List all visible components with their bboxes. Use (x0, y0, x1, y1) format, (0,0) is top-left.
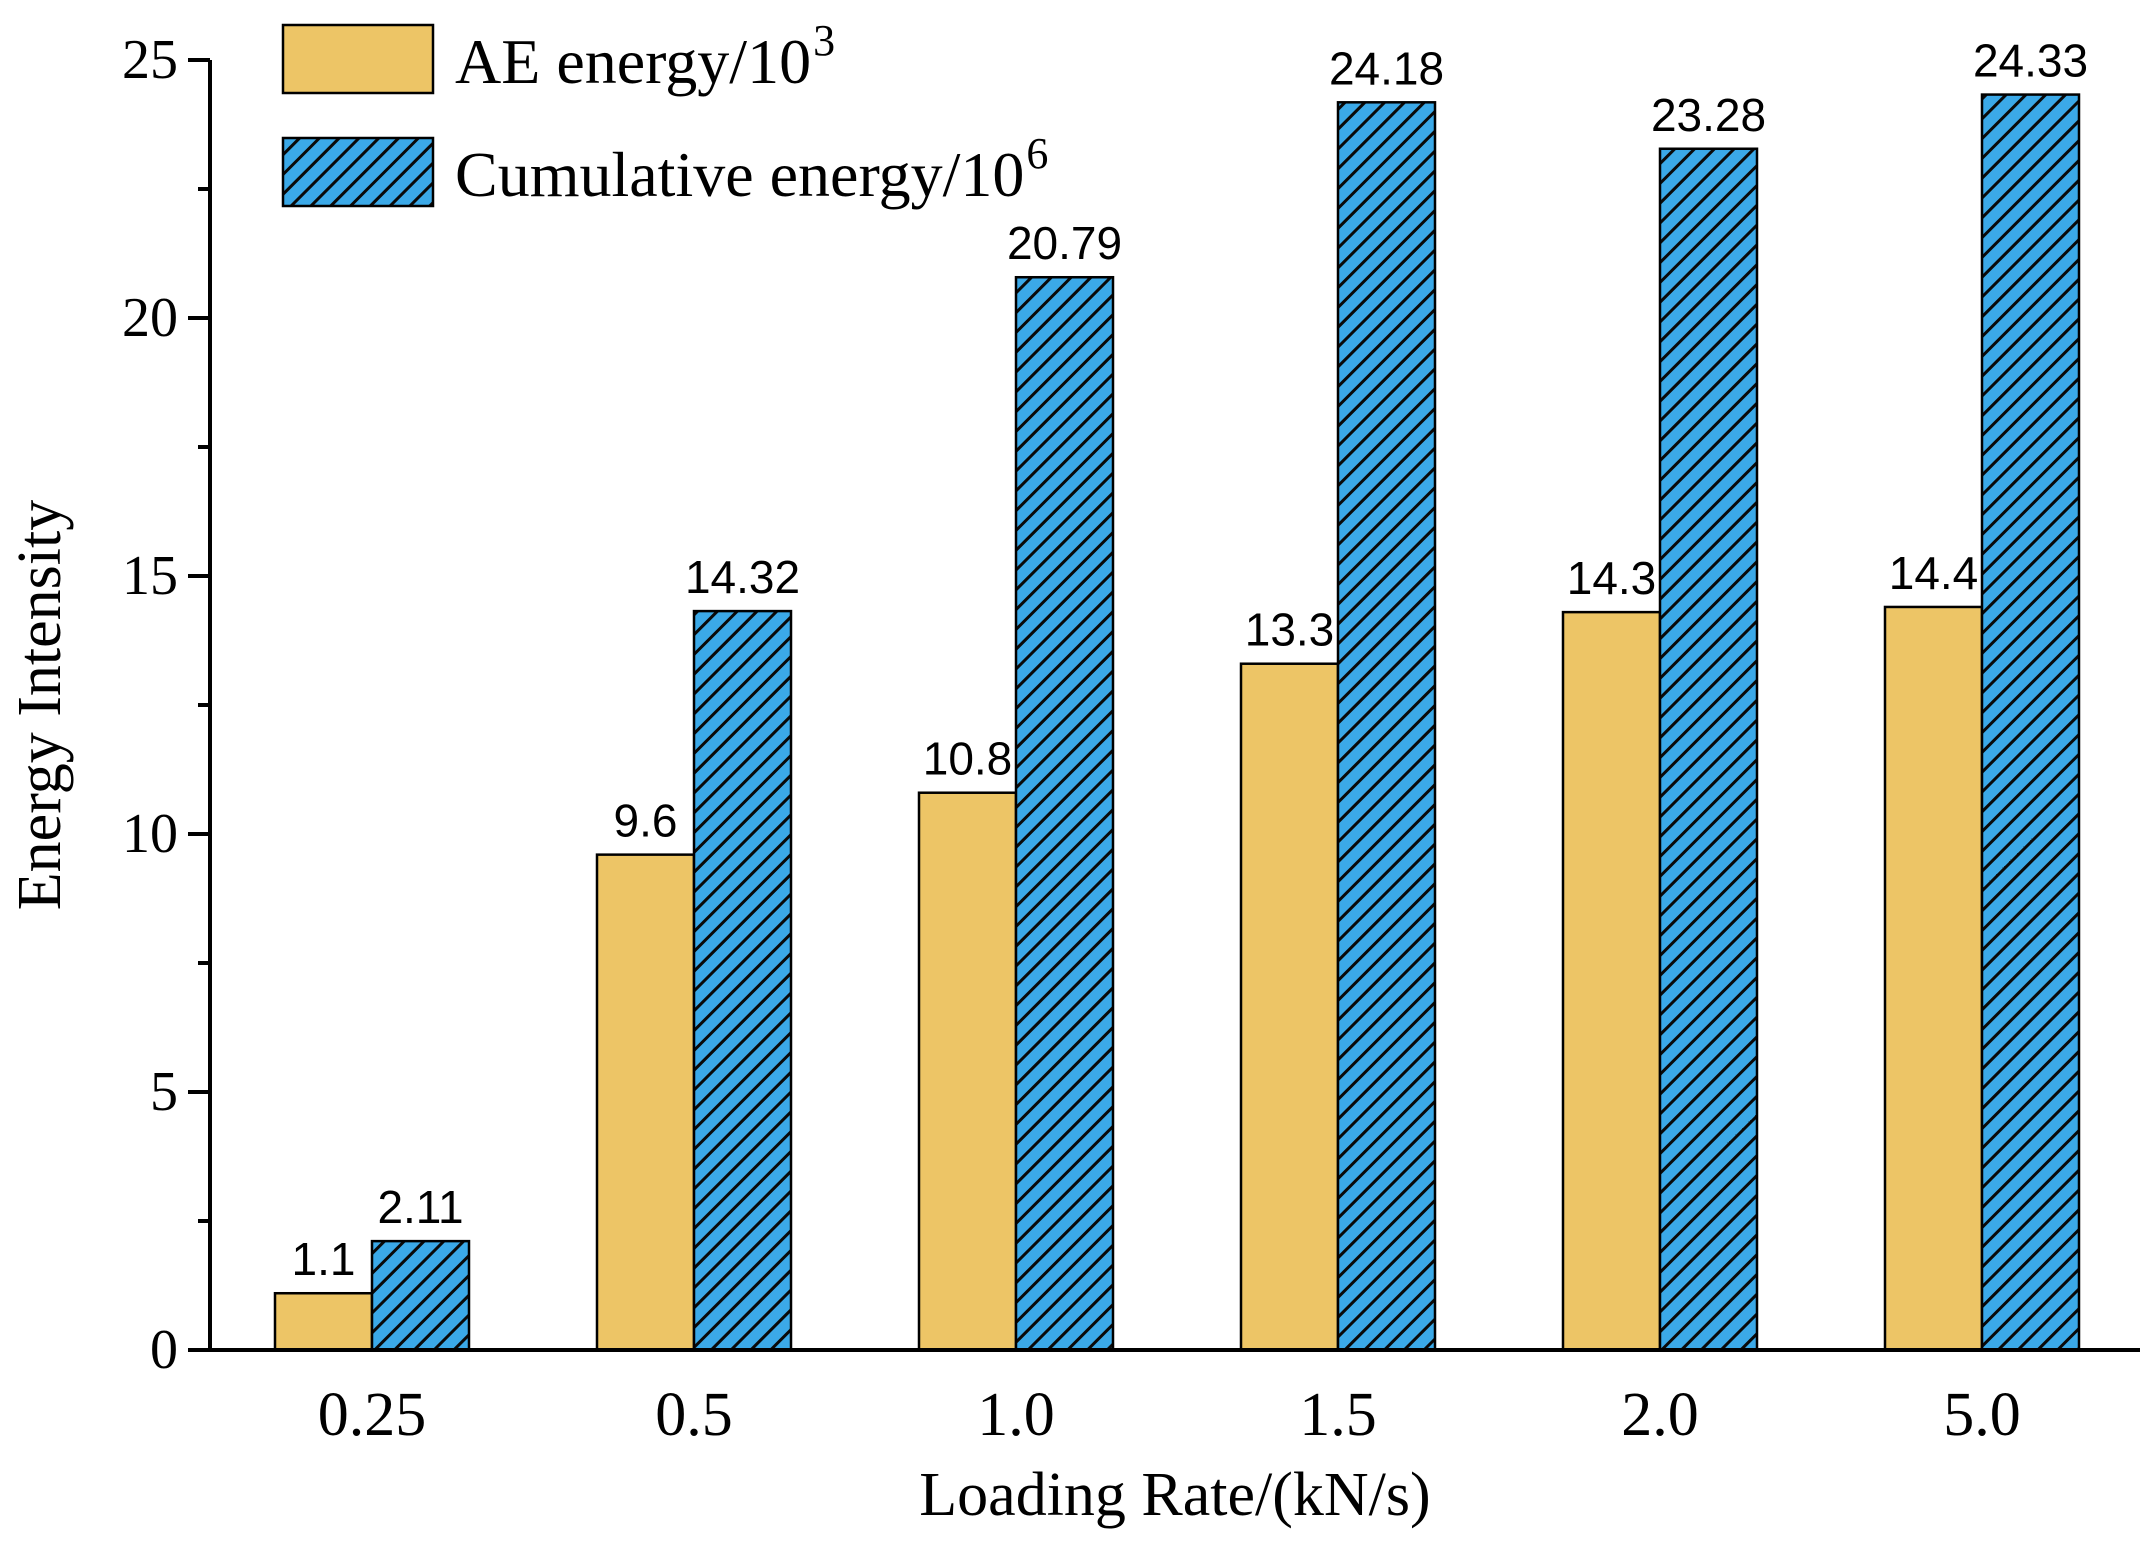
data-label-ae-energy-3: 13.3 (1245, 604, 1335, 656)
data-label-cumulative-energy-3: 24.18 (1329, 42, 1444, 94)
bar-cumulative-energy-3 (1336, 101, 1437, 1352)
data-label-ae-energy-2: 10.8 (923, 733, 1013, 785)
legend-label-ae-energy: AE energy/103 (455, 16, 835, 97)
y-axis-title: Energy Intensity (6, 500, 74, 910)
data-label-ae-energy-4: 14.3 (1567, 552, 1657, 604)
y-tick-label-10: 10 (122, 803, 178, 865)
bar-ae-energy-4 (1561, 610, 1662, 1352)
data-label-cumulative-energy-4: 23.28 (1651, 89, 1766, 141)
y-tick-label-20: 20 (122, 287, 178, 349)
x-tick-label-1: 0.5 (655, 1381, 733, 1449)
bar-cumulative-energy-1 (692, 609, 793, 1352)
x-tick-label-4: 2.0 (1621, 1381, 1699, 1449)
y-tick-label-25: 25 (122, 29, 178, 91)
bar-ae-energy-2 (917, 791, 1018, 1352)
data-label-ae-energy-5: 14.4 (1889, 547, 1979, 599)
legend-swatch-cumulative-energy (281, 136, 435, 208)
y-tick-label-5: 5 (150, 1061, 178, 1123)
bar-ae-energy-1 (595, 853, 696, 1352)
legend-label-cumulative-energy: Cumulative energy/106 (455, 129, 1048, 210)
bar-ae-energy-0 (273, 1291, 374, 1352)
y-tick-label-0: 0 (150, 1319, 178, 1381)
x-tick-label-3: 1.5 (1299, 1381, 1377, 1449)
bar-cumulative-energy-2 (1014, 275, 1115, 1352)
y-tick-label-15: 15 (122, 545, 178, 607)
x-tick-label-5: 5.0 (1943, 1381, 2021, 1449)
bar-ae-energy-5 (1883, 605, 1984, 1352)
data-label-ae-energy-1: 9.6 (614, 795, 678, 847)
bar-cumulative-energy-0 (370, 1239, 471, 1352)
bar-cumulative-energy-4 (1658, 147, 1759, 1352)
bar-cumulative-energy-5 (1980, 93, 2081, 1352)
data-label-cumulative-energy-2: 20.79 (1007, 217, 1122, 269)
data-label-cumulative-energy-0: 2.11 (377, 1181, 463, 1233)
data-label-cumulative-energy-5: 24.33 (1973, 35, 2088, 87)
data-label-ae-energy-0: 1.1 (292, 1233, 356, 1285)
x-tick-label-0: 0.25 (318, 1381, 427, 1449)
data-label-cumulative-energy-1: 14.32 (685, 551, 800, 603)
bar-ae-energy-3 (1239, 662, 1340, 1352)
legend-swatch-ae-energy (281, 23, 435, 95)
x-tick-label-2: 1.0 (977, 1381, 1055, 1449)
x-axis-title: Loading Rate/(kN/s) (919, 1461, 1430, 1529)
